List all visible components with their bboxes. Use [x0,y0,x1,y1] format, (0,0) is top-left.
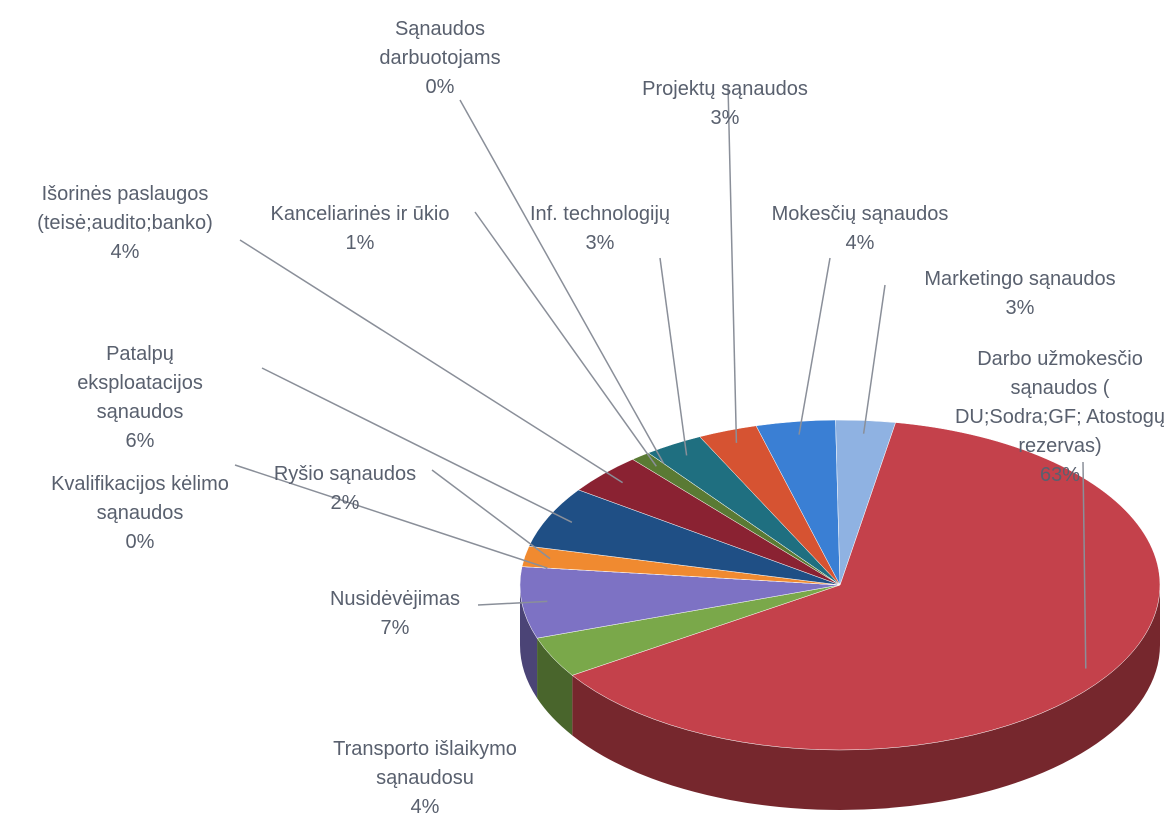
leader-line [459,99,665,464]
slice-side [572,585,1160,810]
slice-label: Inf. technologijų 3% [500,200,700,258]
slice-label: Ryšio sąnaudos 2% [245,460,445,518]
slice-label: Sąnaudos darbuotojams 0% [360,15,520,102]
category-name: Marketingo sąnaudos [924,268,1116,290]
slice-label: Išorinės paslaugos (teisė;audito;banko) 4… [0,180,250,267]
leader-line [727,84,738,443]
value-label: 3% [710,107,740,129]
value-label: 0% [125,531,155,553]
leader-line [798,257,831,435]
value-label: 63% [1039,464,1081,486]
slice-label: Mokesčių sąnaudos 4% [740,200,980,258]
slice-side [537,638,573,736]
category-name: Kanceliarinės ir ūkio [270,203,450,225]
category-name: Inf. technologijų [529,203,671,225]
leader-line [1082,461,1087,669]
leader-line [477,600,548,606]
category-name: Kvalifikacijos kėlimo sąnaudos [51,473,229,524]
leader-line [862,284,886,434]
category-name: Ryšio sąnaudos [273,463,417,485]
value-label: 7% [380,617,410,639]
leader-line [239,239,624,484]
category-name: Patalpų eksploatacijos sąnaudos [77,343,203,423]
value-label: 3% [585,232,615,254]
value-label: 3% [1005,297,1035,319]
category-name: Transporto išlaikymo sąnaudosu [333,738,517,789]
leader-line [474,211,657,467]
slice-side [520,585,538,699]
value-label: 4% [110,241,140,263]
slice-label: Nusidėvėjimas 7% [295,585,495,643]
category-name: Nusidėvėjimas [329,588,461,610]
slice-label: Transporto išlaikymo sąnaudosu 4% [290,735,560,822]
value-label: 2% [330,492,360,514]
category-name: Išorinės paslaugos (teisė;audito;banko) [37,183,213,234]
value-label: 1% [345,232,375,254]
slice-label: Kvalifikacijos kėlimo sąnaudos 0% [35,470,245,557]
slice [571,422,1161,751]
value-label: 6% [125,430,155,452]
value-label: 4% [410,796,440,818]
leader-line [431,469,551,560]
leader-line [659,257,688,456]
category-name: Sąnaudos darbuotojams [379,18,501,69]
slice [528,489,841,586]
slice-label: Projektų sąnaudos 3% [605,75,845,133]
slice-label: Marketingo sąnaudos 3% [890,265,1150,323]
slice-label: Kanceliarinės ir ūkio 1% [225,200,495,258]
value-label: 4% [845,232,875,254]
value-label: 0% [425,76,455,98]
slice-label: Patalpų eksploatacijos sąnaudos 6% [65,340,215,456]
category-name: Projektų sąnaudos [642,78,808,100]
category-name: Darbo užmokesčio sąnaudos ( DU;Sodra;GF;… [954,348,1166,457]
leader-line [234,464,548,569]
category-name: Mokesčių sąnaudos [771,203,949,225]
leader-line [261,367,573,523]
slice-label: Darbo užmokesčio sąnaudos ( DU;Sodra;GF;… [945,345,1166,490]
